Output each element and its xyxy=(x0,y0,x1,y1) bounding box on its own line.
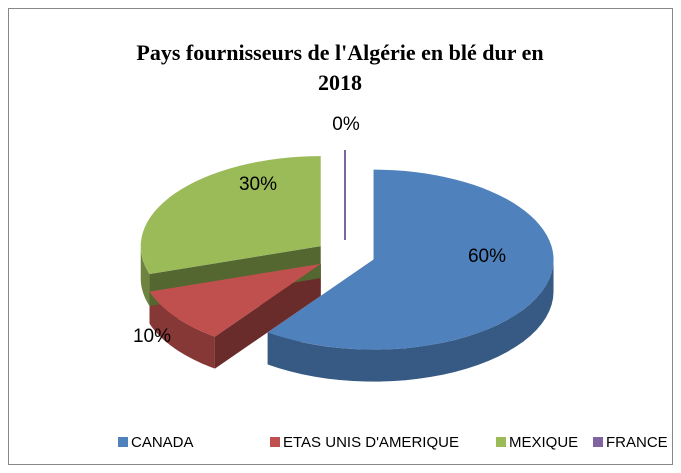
slice-side xyxy=(149,291,215,369)
pie-slice xyxy=(140,156,321,274)
data-label: 0% xyxy=(332,114,360,135)
slice-side xyxy=(267,259,554,382)
legend-label: CANADA xyxy=(131,434,194,451)
pie-slice xyxy=(149,263,321,337)
legend-swatch xyxy=(593,437,603,447)
chart-border xyxy=(8,8,673,465)
legend-label: ETAS UNIS D'AMERIQUE xyxy=(283,434,459,451)
slice-side xyxy=(140,246,150,306)
legend-swatch xyxy=(496,437,506,447)
pie-tops xyxy=(140,150,554,350)
legend-swatch xyxy=(118,437,128,447)
legend-swatch xyxy=(270,437,280,447)
data-label: 60% xyxy=(468,246,506,267)
legend-label: MEXIQUE xyxy=(509,434,578,451)
data-label: 10% xyxy=(133,326,171,347)
data-label: 30% xyxy=(239,174,277,195)
legend-label: FRANCE xyxy=(606,434,668,451)
pie-slice xyxy=(267,169,554,350)
chart-title: Pays fournisseurs de l'Algérie en blé du… xyxy=(136,40,543,95)
